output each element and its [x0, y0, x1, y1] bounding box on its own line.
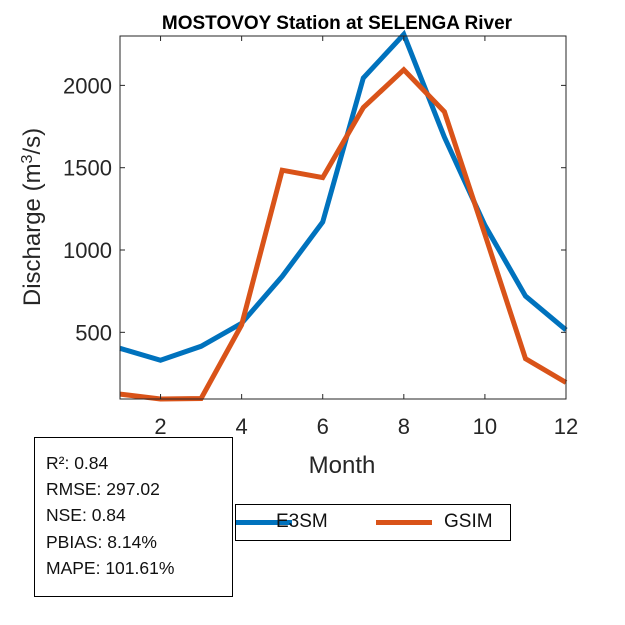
- legend-swatch-e3sm: [236, 520, 292, 525]
- legend: E3SM GSIM: [235, 504, 511, 541]
- x-tick-label: 4: [236, 414, 248, 439]
- mape-stat: MAPE: 101.61%: [46, 557, 175, 578]
- legend-label-gsim: GSIM: [444, 511, 493, 532]
- statistics-box: R²: 0.84 RMSE: 297.02 NSE: 0.84 PBIAS: 8…: [34, 437, 233, 597]
- x-tick-label: 6: [317, 414, 329, 439]
- rmse-stat: RMSE: 297.02: [46, 479, 160, 500]
- x-tick-label: 8: [398, 414, 410, 439]
- y-tick-label: 1500: [63, 156, 112, 181]
- x-axis-label: Month: [309, 452, 376, 479]
- axes-box: [119, 35, 567, 400]
- y-tick-label: 1000: [63, 238, 112, 263]
- nse-stat: NSE: 0.84: [46, 505, 126, 526]
- legend-swatch-gsim: [376, 520, 432, 525]
- plot-area: 2 4 6 8 10 12 500 1000 1500 2000: [63, 29, 578, 439]
- series-line-e3sm: [119, 29, 568, 363]
- pbias-stat: PBIAS: 8.14%: [46, 531, 157, 552]
- x-tick-label: 10: [473, 414, 497, 439]
- r-squared-stat: R²: 0.84: [46, 453, 109, 473]
- legend-label-e3sm: E3SM: [276, 511, 328, 532]
- y-tick-label: 2000: [63, 73, 112, 98]
- y-axis-label: Discharge (m3/s): [19, 128, 47, 306]
- x-tick-label: 12: [554, 414, 578, 439]
- y-tick-label: 500: [75, 320, 112, 345]
- chart-title: MOSTOVOY Station at SELENGA River: [162, 13, 513, 34]
- x-tick-label: 2: [154, 414, 166, 439]
